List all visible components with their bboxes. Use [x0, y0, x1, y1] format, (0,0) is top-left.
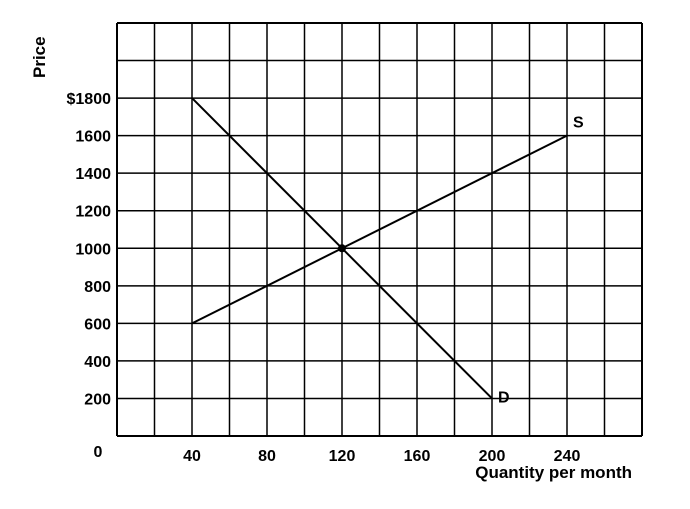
x-tick-label: 80 [258, 448, 276, 465]
y-tick-label: 1000 [75, 241, 111, 258]
grid [116, 22, 643, 437]
y-tick-label: 800 [84, 279, 111, 296]
series-line-s [191, 134, 568, 325]
x-tick-label: 200 [479, 448, 506, 465]
x-tick-label: 0 [94, 444, 103, 461]
y-tick-label: 200 [84, 391, 111, 408]
x-axis-title: Quantity per month [475, 463, 632, 482]
x-tick-label: 240 [554, 448, 581, 465]
y-tick-label: 400 [84, 354, 111, 371]
x-tick-labels: 0 40 80 120 160 200 240 [94, 444, 581, 465]
y-tick-label: 1600 [75, 129, 111, 146]
equilibrium-point [338, 244, 346, 253]
series-lines: SD [191, 97, 584, 406]
y-axis-title: Price [30, 36, 49, 78]
y-tick-label: $1800 [67, 91, 112, 108]
y-tick-label: 1400 [75, 166, 111, 183]
y-tick-label: 600 [84, 316, 111, 333]
x-tick-label: 40 [183, 448, 201, 465]
x-tick-label: 120 [329, 448, 356, 465]
series-label-s: S [573, 115, 584, 132]
series-label-d: D [498, 389, 510, 406]
y-tick-label: 1200 [75, 204, 111, 221]
y-tick-labels: 200 400 600 800 1000 1200 1400 1600 $1800 [67, 91, 112, 408]
x-tick-label: 160 [404, 448, 431, 465]
